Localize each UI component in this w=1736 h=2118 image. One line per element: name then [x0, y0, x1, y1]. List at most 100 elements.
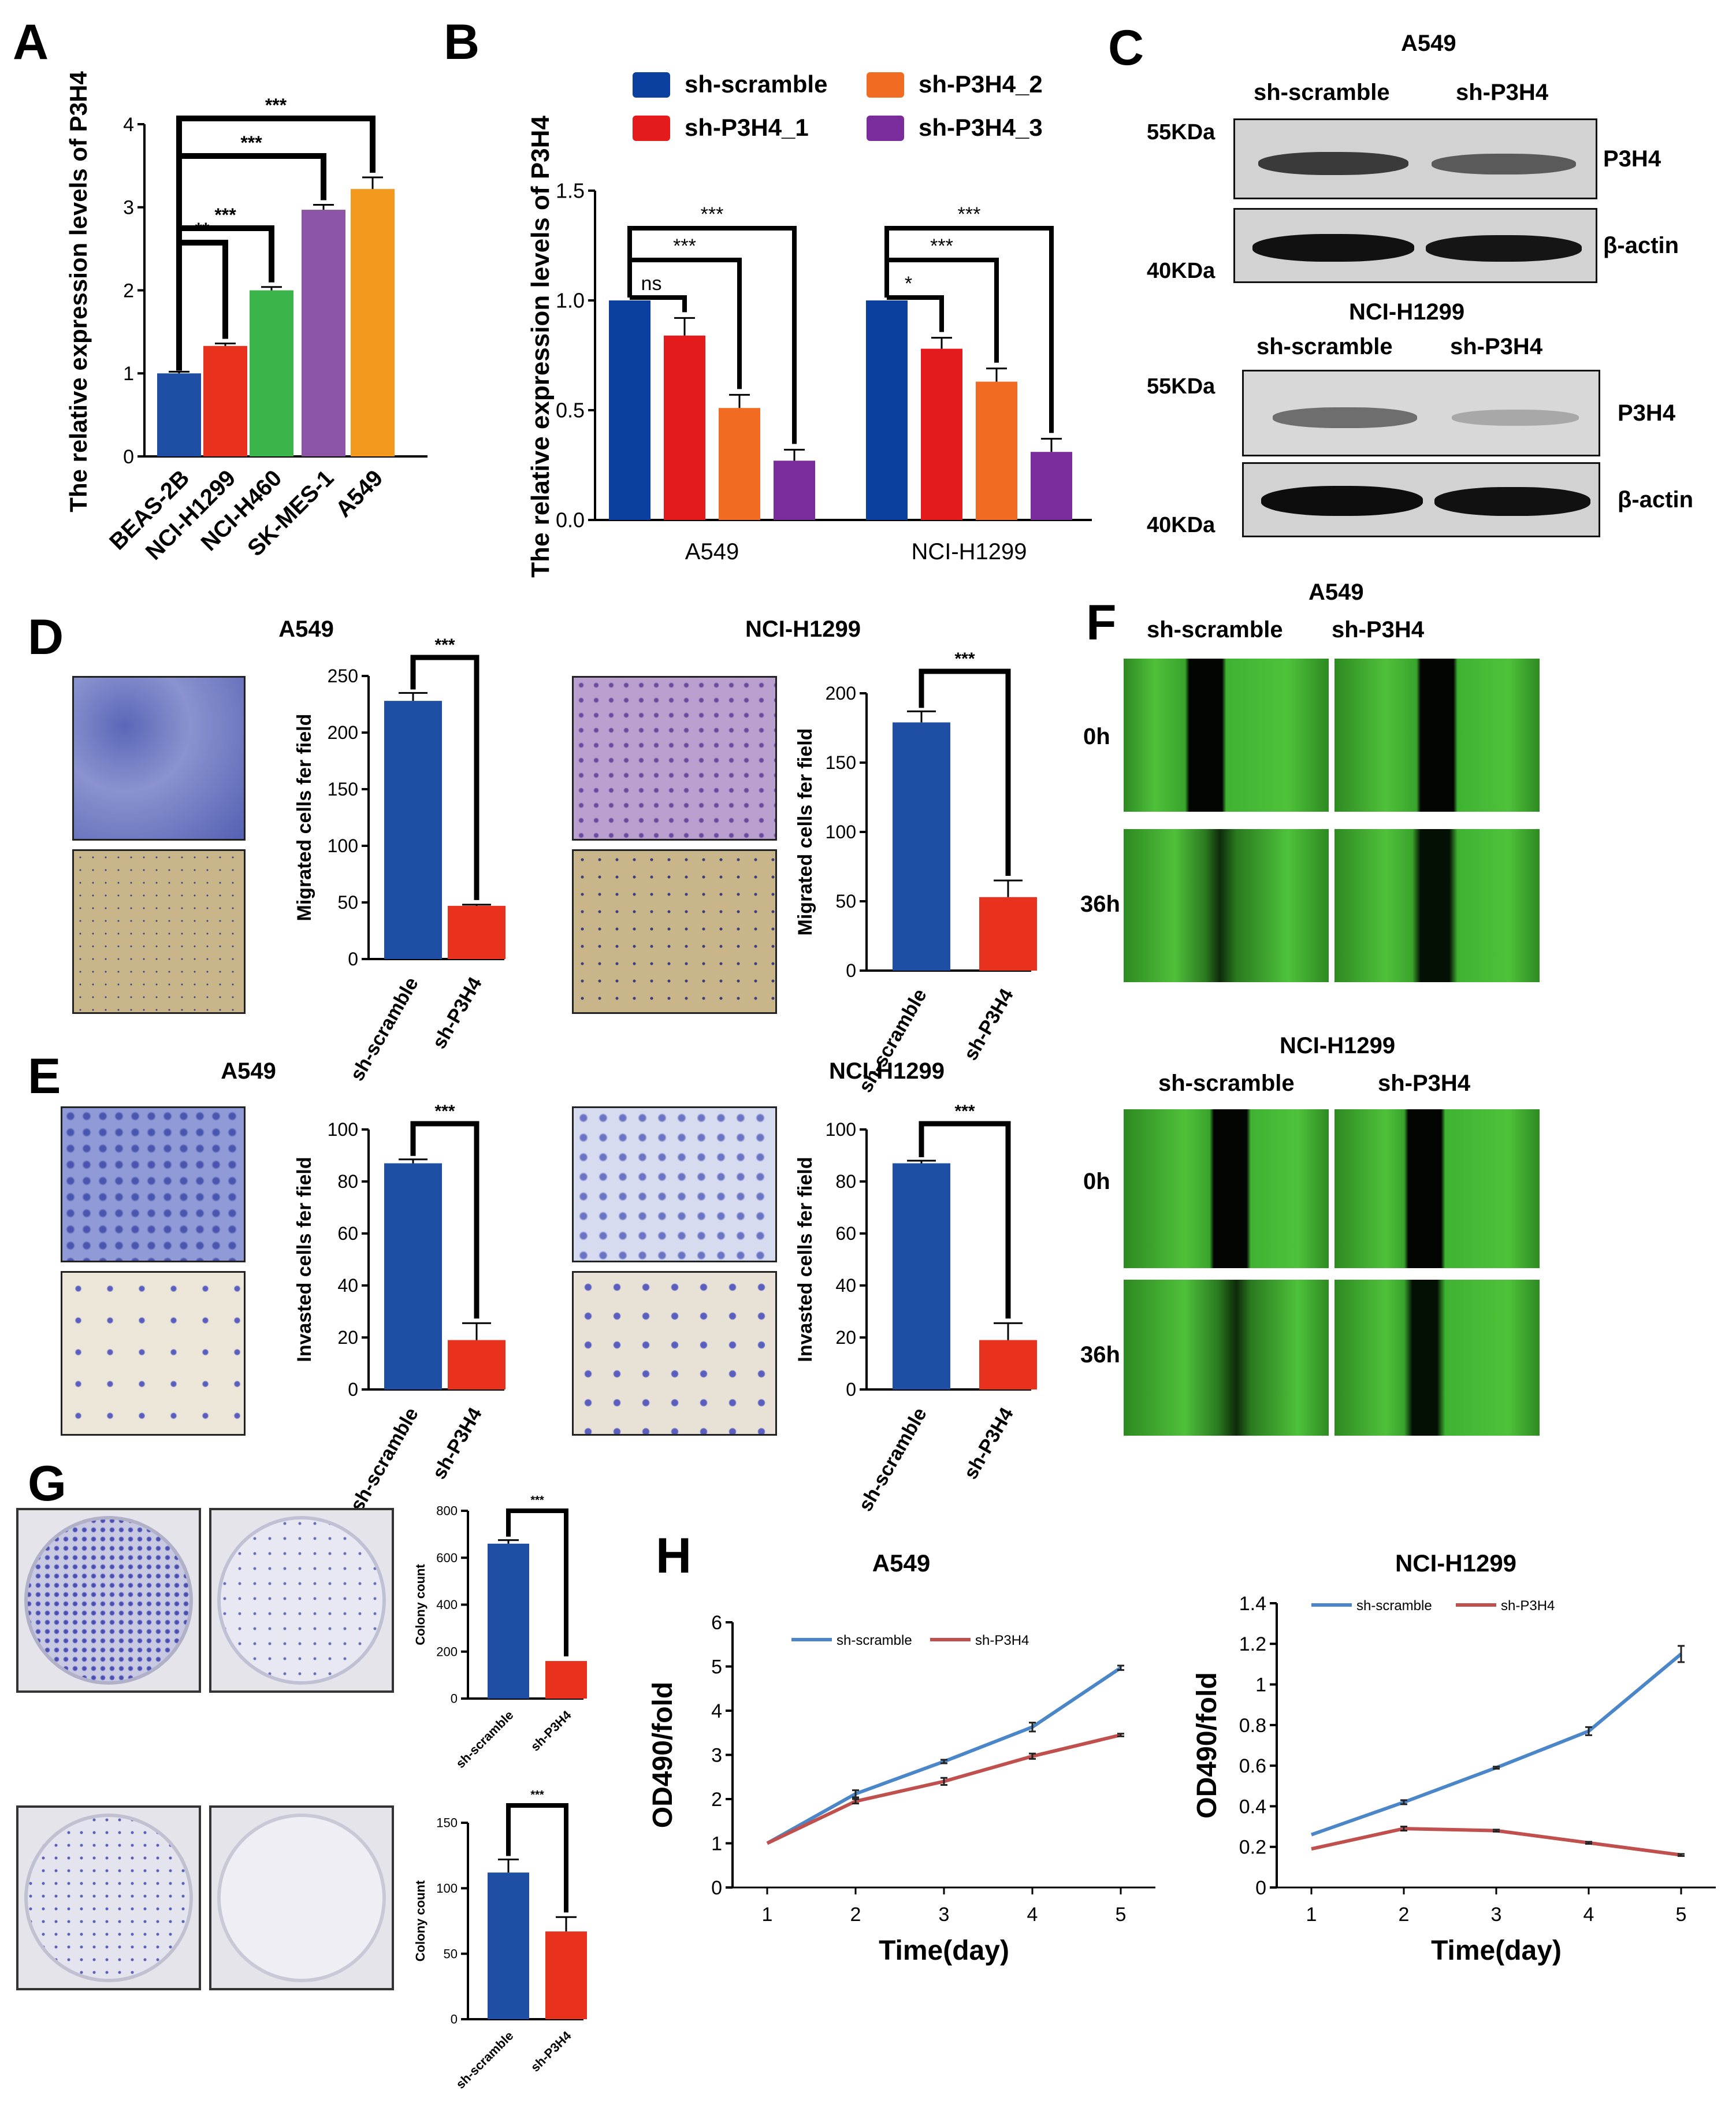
b-bar — [976, 381, 1017, 520]
h2-x-tick-label: 1 — [1306, 1904, 1317, 1926]
g1-y-tick-label: 400 — [436, 1597, 458, 1612]
d1-y-tick-label: 100 — [328, 835, 358, 856]
panel-label-h: H — [656, 1528, 692, 1584]
colony-dish-a549-scramble — [16, 1508, 201, 1693]
panel-label-b: B — [444, 14, 480, 70]
d1-significance-bracket — [410, 655, 479, 900]
d1-x-tick-label: sh-P3H4 — [428, 973, 486, 1053]
g1-y-tick-label: 600 — [436, 1551, 458, 1565]
a-significance-bracket — [176, 116, 376, 371]
g1-x-tick-label: sh-scramble — [453, 1708, 516, 1771]
a-y-tick-label: 3 — [123, 197, 134, 219]
h2-x-tick-label: 4 — [1583, 1904, 1594, 1926]
h2-y-tick-label: 0.4 — [1239, 1796, 1266, 1818]
d2-y-tick-label: 200 — [826, 683, 856, 704]
e1-bar — [448, 1340, 505, 1389]
b-bar — [664, 335, 705, 520]
d2-bar — [979, 897, 1037, 971]
e1-title: A549 — [221, 1058, 276, 1084]
d2-significance-bracket — [919, 668, 1011, 876]
a-y-label: The relative expression levels of P3H4 — [65, 71, 92, 512]
b-significance-label: *** — [673, 235, 696, 257]
e2-y-tick-label: 0 — [846, 1379, 856, 1400]
chart-e-a549: 0 20 40 60 80 100 Invasted cells fer field A549… — [221, 1058, 505, 1515]
invasion-image-h1299-p3h4 — [572, 1271, 777, 1436]
e1-y-tick-label: 100 — [328, 1119, 358, 1140]
d1-significance-label: *** — [434, 636, 455, 655]
e2-bar — [979, 1340, 1037, 1389]
wound-image-a549-p3h4-0h — [1334, 659, 1540, 812]
e1-y-tick-label: 0 — [348, 1379, 358, 1400]
b-y-tick-label: 1.5 — [556, 179, 585, 203]
a-bar — [203, 345, 247, 456]
h2-y-label: OD490/fold — [1192, 1672, 1222, 1818]
blot-a549-col-scramble: sh-scramble — [1254, 80, 1390, 105]
e2-significance-bracket — [919, 1121, 1011, 1319]
chart-g-top: 0 200 400 600 800 Colony count sh-scramble sh-P… — [413, 1494, 587, 1771]
h2-title: NCI-H1299 — [1395, 1550, 1516, 1577]
h2-x-tick-label: 2 — [1399, 1904, 1410, 1926]
e2-y-tick-label: 20 — [835, 1327, 856, 1348]
h2-legend-label: sh-scramble — [1356, 1598, 1432, 1614]
d1-title: A549 — [278, 616, 334, 642]
b-legend-label: sh-P3H4_1 — [685, 114, 809, 141]
b-legend-swatch — [633, 116, 670, 141]
h1-x-tick-label: 4 — [1027, 1904, 1038, 1926]
a-y-tick-label: 1 — [123, 363, 134, 385]
wound-image-a549-scramble-36h — [1124, 829, 1329, 982]
wound-a549-title: A549 — [1308, 579, 1364, 605]
e2-x-tick-label: sh-P3H4 — [960, 1404, 1018, 1483]
wound-h1299-36h: 36h — [1080, 1342, 1120, 1368]
d1-y-label: Migrated cells fer field — [293, 714, 315, 921]
g2-y-tick-label: 150 — [436, 1816, 458, 1830]
g2-x-tick-label: sh-P3H4 — [528, 2028, 574, 2074]
wound-image-h1299-p3h4-36h — [1334, 1280, 1540, 1436]
d1-bar — [448, 905, 505, 959]
panel-label-c: C — [1108, 20, 1144, 76]
panel-label-e: E — [28, 1049, 61, 1104]
chart-g-bottom: 0 50 100 150 Colony count sh-scramble sh-P3H4 *… — [413, 1789, 587, 2091]
g2-y-tick-label: 0 — [451, 2012, 458, 2027]
b-bar — [921, 348, 962, 520]
h1-title: A549 — [872, 1550, 930, 1577]
panel-label-f: F — [1086, 595, 1117, 651]
g1-x-tick-label: sh-P3H4 — [528, 1707, 574, 1753]
h1-legend-label: sh-scramble — [837, 1633, 912, 1648]
wound-image-h1299-p3h4-0h — [1334, 1109, 1540, 1268]
wound-image-h1299-scramble-36h — [1124, 1280, 1329, 1436]
g1-y-tick-label: 800 — [436, 1504, 458, 1518]
blot-a549-col-p3h4: sh-P3H4 — [1456, 80, 1549, 105]
e1-bar — [384, 1163, 442, 1389]
h1-x-tick-label: 2 — [850, 1904, 861, 1926]
d2-bar — [893, 722, 950, 971]
b-significance-label: ns — [641, 273, 662, 295]
d2-significance-label: *** — [954, 649, 975, 668]
e2-y-tick-label: 80 — [835, 1171, 856, 1192]
blot-h1299-55kda: 55KDa — [1147, 374, 1215, 399]
h1-y-tick-label: 5 — [711, 1656, 722, 1678]
h2-y-tick-label: 0.8 — [1239, 1715, 1266, 1737]
e1-y-tick-label: 60 — [337, 1223, 358, 1244]
migration-image-h1299-scramble — [572, 676, 777, 841]
b-legend-label: sh-P3H4_3 — [919, 114, 1043, 141]
a-significance-label: *** — [265, 95, 287, 116]
migration-image-a549-scramble — [72, 676, 246, 841]
blot-a549-p3h4-label: P3H4 — [1603, 146, 1661, 172]
h1-y-tick-label: 1 — [711, 1833, 722, 1855]
invasion-image-a549-p3h4 — [61, 1271, 246, 1436]
e2-y-tick-label: 40 — [835, 1275, 856, 1296]
h2-x-tick-label: 3 — [1491, 1904, 1502, 1926]
chart-a: 0 1 2 3 4 The relative expression levels of P… — [65, 71, 428, 565]
d2-y-tick-label: 0 — [846, 960, 856, 981]
g1-significance-bracket — [506, 1508, 568, 1656]
e1-y-tick-label: 40 — [337, 1275, 358, 1296]
h2-y-tick-label: 1.4 — [1239, 1593, 1266, 1615]
b-significance-bracket — [887, 295, 944, 332]
migration-image-h1299-p3h4 — [572, 849, 777, 1014]
d2-y-tick-label: 100 — [826, 822, 856, 842]
b-bar — [609, 300, 650, 520]
d1-bar — [384, 701, 442, 959]
e2-bar — [893, 1163, 950, 1389]
blot-h1299-p3h4 — [1242, 370, 1600, 456]
